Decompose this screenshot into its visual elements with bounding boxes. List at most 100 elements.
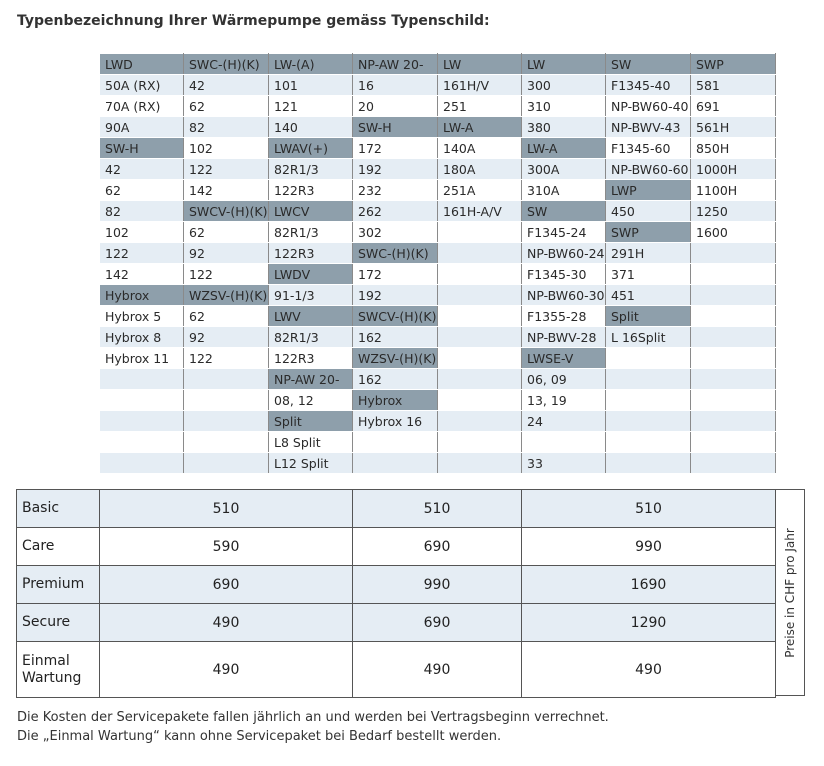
model-cell: 92	[183, 326, 269, 348]
price-unit-note: Preise in CHF pro Jahr	[775, 489, 805, 696]
model-cell: 162	[352, 326, 438, 348]
model-cell: 302	[352, 221, 438, 243]
model-group-header: SW-H	[352, 116, 438, 138]
model-group-header: SWCV-(H)(K)	[352, 305, 438, 327]
package-price: 490	[99, 603, 353, 642]
model-group-header: LWV	[268, 305, 353, 327]
model-cell: NP-BW60-40	[605, 95, 691, 117]
model-cell	[437, 284, 522, 306]
model-cell	[437, 305, 522, 327]
model-cell: 122	[99, 242, 184, 264]
model-group-header: LWCV	[268, 200, 353, 222]
model-row: LWD SWC-(H)(K) LW-(A) NP-AW 20- LW LW SW SWP	[99, 53, 776, 75]
model-cell: 251A	[437, 179, 522, 201]
model-cell: 180A	[437, 158, 522, 180]
price-row: Secure 490 690 1290	[16, 603, 776, 642]
model-row: NP-AW 20- 162 06, 09	[99, 368, 776, 390]
model-cell: 850H	[690, 137, 776, 159]
model-cell: 122R3	[268, 179, 353, 201]
model-cell: 140A	[437, 137, 522, 159]
package-name: Premium	[16, 565, 100, 604]
model-cell	[437, 431, 522, 453]
model-cell	[521, 431, 606, 453]
model-cell	[690, 431, 776, 453]
price-row: Einmal Wartung 490 490 490	[16, 641, 776, 698]
model-group-header: LWAV(+)	[268, 137, 353, 159]
model-cell	[690, 326, 776, 348]
model-cell: 310A	[521, 179, 606, 201]
model-cell: NP-BW60-60	[605, 158, 691, 180]
model-group-header: Split	[605, 305, 691, 327]
model-cell: 581	[690, 74, 776, 96]
model-group-header: LW-A	[521, 137, 606, 159]
model-cell: 300A	[521, 158, 606, 180]
package-price: 990	[521, 527, 776, 566]
model-row: 50A (RX) 42 101 16 161H/V 300 F1345-40 581	[99, 74, 776, 96]
model-cell: 1100H	[690, 179, 776, 201]
model-cell: F1345-40	[605, 74, 691, 96]
model-group-header: LW	[437, 53, 522, 75]
package-price: 490	[99, 641, 353, 698]
package-price: 490	[521, 641, 776, 698]
model-cell	[690, 452, 776, 474]
model-row: SW-H 102 LWAV(+) 172 140A LW-A F1345-60 850H	[99, 137, 776, 159]
model-cell: NP-BWV-43	[605, 116, 691, 138]
model-type-table: LWD SWC-(H)(K) LW-(A) NP-AW 20- LW LW SW SWP 50A…	[99, 53, 776, 474]
model-cell: 82	[99, 200, 184, 222]
model-row: Split Hybrox 16 24	[99, 410, 776, 432]
model-group-header: LWD	[99, 53, 184, 75]
model-cell: 142	[183, 179, 269, 201]
model-cell	[437, 410, 522, 432]
model-cell: F1345-30	[521, 263, 606, 285]
model-cell: 122	[183, 347, 269, 369]
package-price: 1690	[521, 565, 776, 604]
package-name: Basic	[16, 489, 100, 528]
model-cell: 380	[521, 116, 606, 138]
package-price: 690	[352, 603, 522, 642]
model-cell: 192	[352, 284, 438, 306]
model-group-header: NP-AW 20-	[352, 53, 438, 75]
model-row: Hybrox 5 62 LWV SWCV-(H)(K) F1355-28 Split	[99, 305, 776, 327]
package-price: 690	[99, 565, 353, 604]
model-cell: 33	[521, 452, 606, 474]
model-row: L12 Split 33	[99, 452, 776, 474]
model-row: Hybrox 11 122 122R3 WZSV-(H)(K) LWSE-V	[99, 347, 776, 369]
model-cell	[437, 326, 522, 348]
model-cell: 1600	[690, 221, 776, 243]
model-cell: 122R3	[268, 242, 353, 264]
model-cell: 62	[99, 179, 184, 201]
model-cell: 101	[268, 74, 353, 96]
model-cell: 122R3	[268, 347, 353, 369]
package-name: Secure	[16, 603, 100, 642]
model-cell	[605, 389, 691, 411]
price-table: Basic 510 510 510 Care 590 690 990 Premium 690 990…	[16, 489, 776, 698]
model-cell	[437, 242, 522, 264]
model-group-header: SWCV-(H)(K)	[183, 200, 269, 222]
model-group-header: SWP	[605, 221, 691, 243]
price-row: Premium 690 990 1690	[16, 565, 776, 604]
page-title: Typenbezeichnung Ihrer Wärmepumpe gemäss…	[17, 13, 490, 29]
model-cell: 691	[690, 95, 776, 117]
model-cell	[99, 410, 184, 432]
model-cell: 162	[352, 368, 438, 390]
model-group-header: SWP	[690, 53, 776, 75]
model-cell	[99, 389, 184, 411]
model-group-header: LW-(A)	[268, 53, 353, 75]
model-cell	[690, 242, 776, 264]
model-cell: 50A (RX)	[99, 74, 184, 96]
model-row: 62 142 122R3 232 251A 310A LWP 1100H	[99, 179, 776, 201]
footnote-1: Die Kosten der Servicepakete fallen jähr…	[17, 710, 609, 725]
model-group-header: WZSV-(H)(K)	[183, 284, 269, 306]
model-group-header: LWP	[605, 179, 691, 201]
model-cell: 161H-A/V	[437, 200, 522, 222]
model-cell: 102	[99, 221, 184, 243]
model-cell	[437, 347, 522, 369]
model-cell: 13, 19	[521, 389, 606, 411]
model-cell	[352, 431, 438, 453]
model-row: Hybrox 8 92 82R1/3 162 NP-BWV-28 L 16Split	[99, 326, 776, 348]
package-price: 510	[99, 489, 353, 528]
model-cell: 450	[605, 200, 691, 222]
model-row: L8 Split	[99, 431, 776, 453]
model-cell: 122	[183, 158, 269, 180]
model-row: 70A (RX) 62 121 20 251 310 NP-BW60-40 691	[99, 95, 776, 117]
